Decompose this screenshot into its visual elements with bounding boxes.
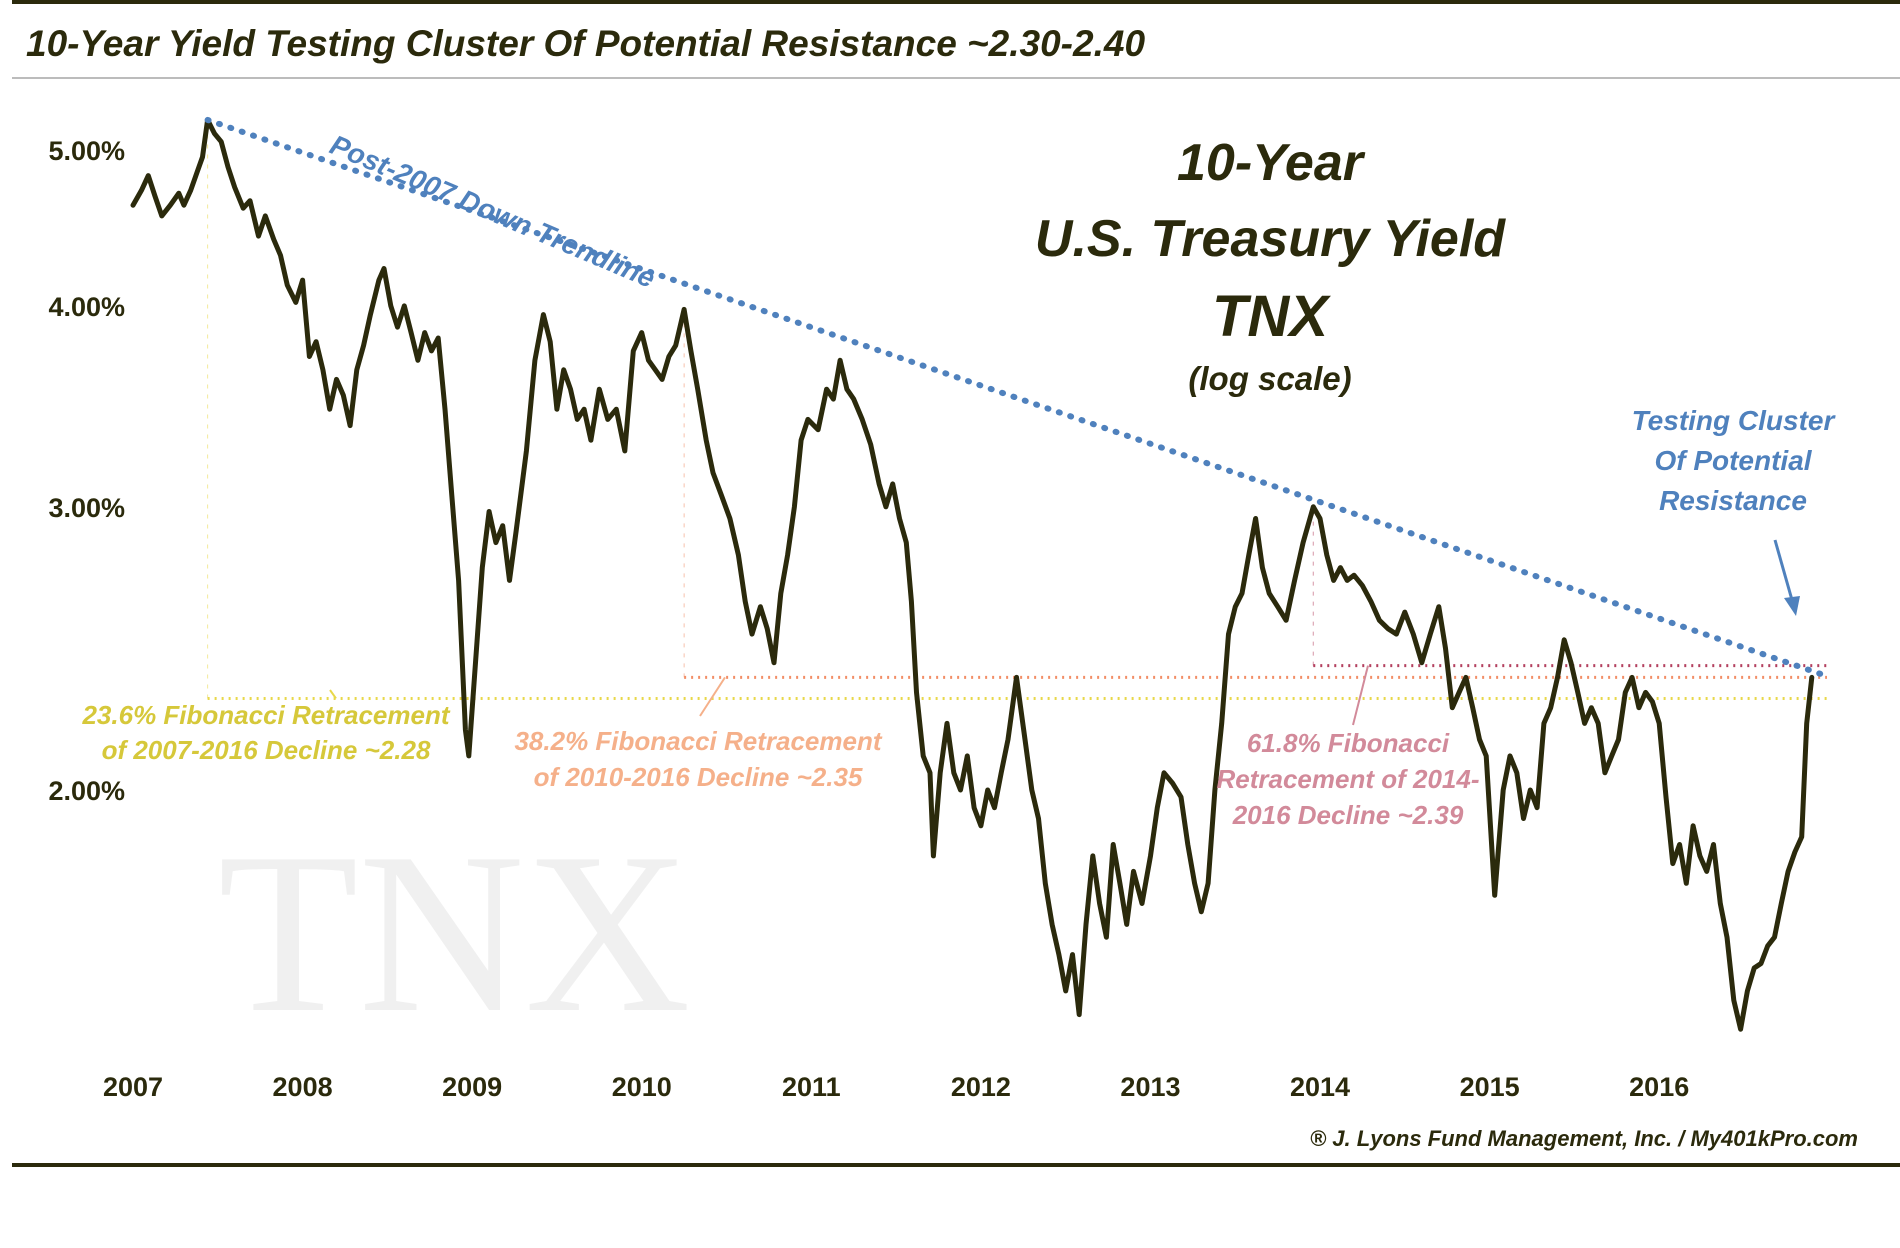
top-rule [12,0,1900,4]
x-tick-label: 2013 [1120,1072,1180,1102]
x-tick-label: 2010 [612,1072,672,1102]
resistance-annotation: Testing Cluster Of Potential Resistance [1632,405,1837,516]
heading-line-2: U.S. Treasury Yield [1035,210,1506,268]
trendline-label: Post-2007 Down Trendline [326,129,660,294]
x-tick-label: 2012 [951,1072,1011,1102]
heading-line-3: TNX [1212,284,1331,349]
fib-label-38-line-2: of 2010-2016 Decline ~2.35 [534,762,863,792]
y-tick-label: 4.00% [48,292,125,322]
tnx-yield-line [130,117,1815,1032]
bottom-rule [12,1163,1900,1167]
fib-label-23-line-1: 23.6% Fibonacci Retracement [81,700,450,730]
heading-line-4: (log scale) [1188,360,1351,397]
annotation-line-2: Of Potential [1654,445,1812,476]
down-trendline [204,116,1825,678]
fib-label-61-line-2: Retracement of 2014- [1217,764,1480,794]
chart-heading: 10-Year U.S. Treasury Yield TNX (log sca… [1035,134,1506,397]
fib-leader-line [699,676,726,717]
fib-label-38: 38.2% Fibonacci Retracement of 2010-2016… [514,726,882,792]
heading-line-1: 10-Year [1177,134,1366,192]
fib-label-61-line-1: 61.8% Fibonacci [1247,728,1450,758]
fib-label-23-line-2: of 2007-2016 Decline ~2.28 [102,735,431,765]
fib-label-61: 61.8% Fibonacci Retracement of 2014- 201… [1217,728,1480,830]
fib-label-61-line-3: 2016 Decline ~2.39 [1232,800,1464,830]
fib-label-38-line-1: 38.2% Fibonacci Retracement [514,726,882,756]
fibonacci-levels [207,129,1827,726]
y-tick-label: 5.00% [48,136,125,166]
annotation-line-3: Resistance [1659,485,1807,516]
header-title: 10-Year Yield Testing Cluster Of Potenti… [26,23,1145,64]
x-tick-label: 2007 [103,1072,163,1102]
annotation-arrow-shaft [1773,539,1794,601]
fib-leader-line [329,689,337,700]
y-tick-label: 2.00% [48,776,125,806]
fib-label-23: 23.6% Fibonacci Retracement of 2007-2016… [81,700,450,765]
fib-leader-line [1352,665,1369,726]
x-tick-label: 2014 [1290,1072,1350,1102]
y-axis: 5.00% 4.00% 3.00% 2.00% [48,136,125,806]
annotation-arrow-head [1784,596,1800,616]
x-axis: 2007 2008 2009 2010 2011 2012 2013 2014 2015 2016 [103,1072,1689,1102]
x-tick-label: 2015 [1460,1072,1520,1102]
y-tick-label: 3.00% [48,493,125,523]
x-tick-label: 2009 [442,1072,502,1102]
annotation-line-1: Testing Cluster [1632,405,1837,436]
x-tick-label: 2016 [1629,1072,1689,1102]
x-tick-label: 2011 [782,1072,841,1102]
x-tick-label: 2008 [273,1072,333,1102]
credit-text: ® J. Lyons Fund Management, Inc. / My401… [1310,1126,1858,1151]
watermark-tnx: TNX [218,805,691,1060]
